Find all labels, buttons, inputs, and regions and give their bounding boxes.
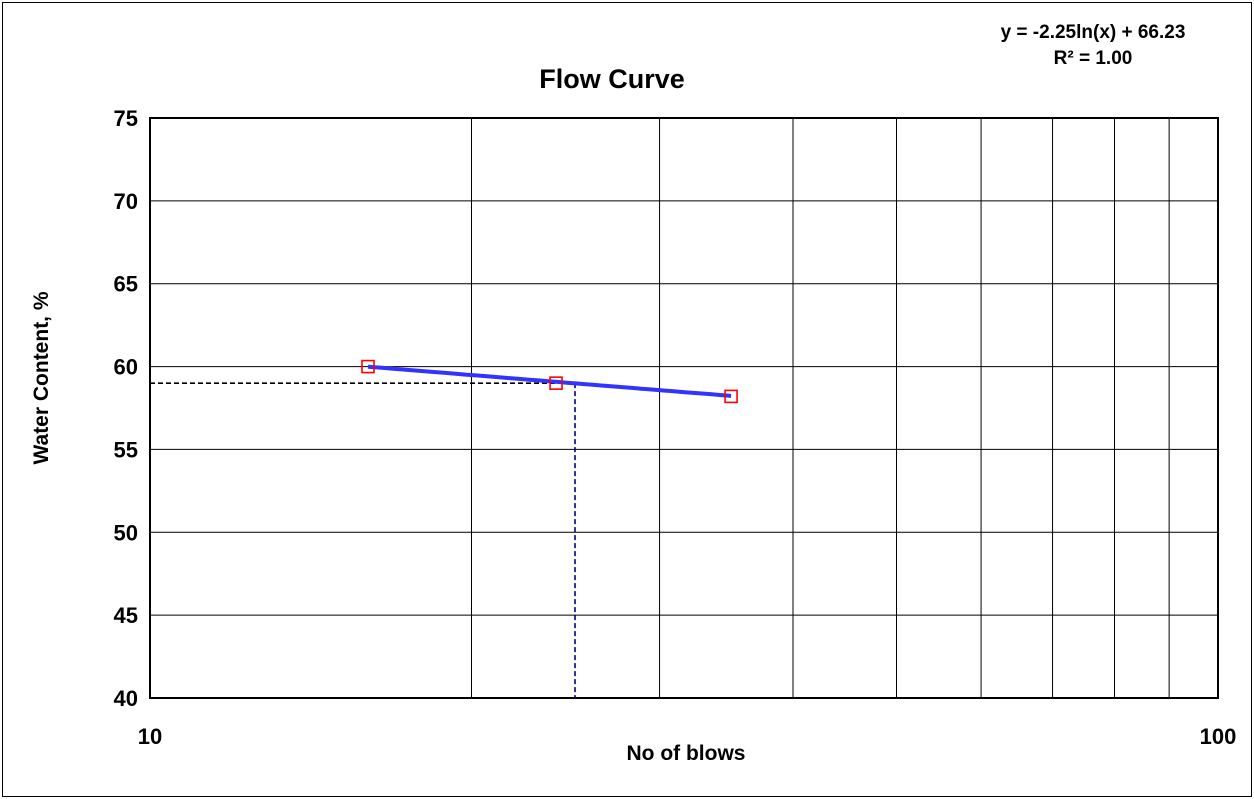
- trendline-r-squared: R² = 1.00: [1054, 48, 1133, 69]
- trendline-equation: y = -2.25ln(x) + 66.23: [1001, 22, 1186, 43]
- x-tick-label: 100: [1200, 724, 1237, 749]
- y-tick-labels: 40 45 50 55 60 65 70 75: [114, 106, 138, 711]
- y-tick-label: 50: [114, 520, 138, 545]
- data-point-marker: [361, 359, 375, 374]
- data-point-marker: [724, 389, 738, 404]
- data-point-marker: [549, 376, 563, 390]
- y-tick-label: 60: [114, 355, 138, 380]
- plot-area: [149, 117, 1219, 699]
- y-tick-label: 65: [114, 272, 138, 297]
- y-tick-label: 40: [114, 686, 138, 711]
- y-tick-label: 75: [114, 106, 138, 131]
- y-tick-label: 45: [114, 603, 138, 628]
- chart-title: Flow Curve: [539, 64, 685, 94]
- trendline: [367, 364, 732, 398]
- x-tick-labels: 10 100: [138, 724, 1237, 749]
- y-tick-label: 70: [114, 189, 138, 214]
- marker-layer: [361, 359, 738, 404]
- x-axis-label: No of blows: [627, 742, 746, 765]
- grid-layer: [150, 117, 1218, 699]
- y-tick-label: 55: [114, 437, 138, 462]
- x-tick-label: 10: [138, 724, 162, 749]
- y-axis-label: Water Content, %: [30, 291, 53, 464]
- reference-lines: [150, 382, 576, 698]
- trendline-layer: [367, 364, 732, 398]
